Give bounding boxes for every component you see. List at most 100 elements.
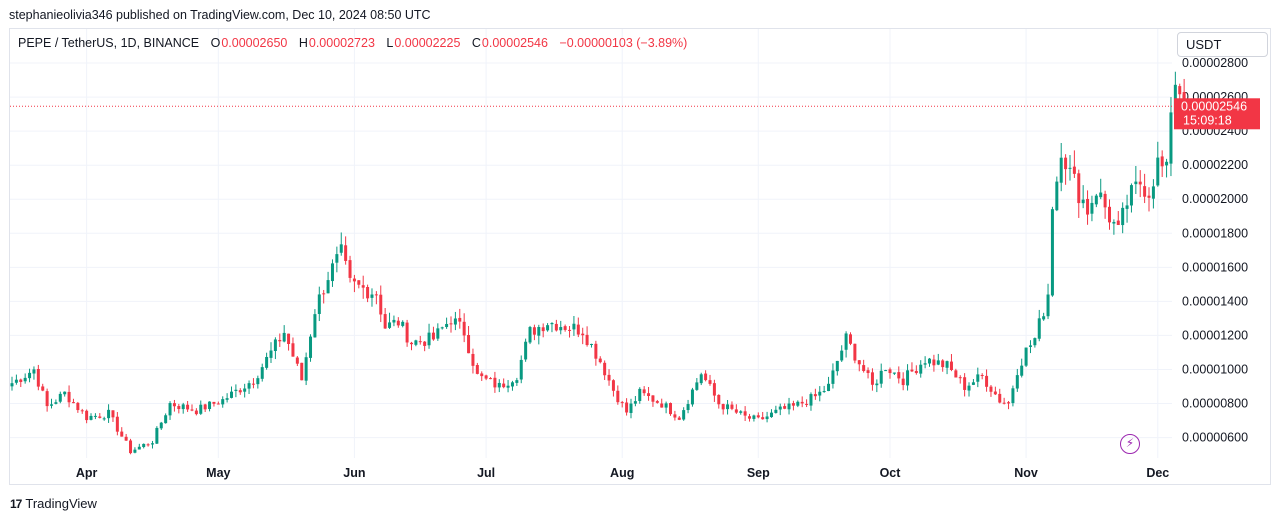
candle-body — [142, 443, 146, 448]
candle-body — [273, 339, 277, 352]
candle — [857, 360, 861, 372]
candle-body — [221, 399, 225, 405]
candle-body — [783, 406, 787, 409]
candle — [585, 326, 589, 347]
candle — [80, 408, 84, 414]
candle — [19, 378, 23, 388]
candle-body — [532, 327, 536, 335]
candle — [756, 412, 760, 419]
candle-body — [401, 321, 405, 326]
candle — [598, 356, 602, 364]
tradingview-logo[interactable]: 17 TradingView — [10, 496, 97, 511]
candle-body — [344, 245, 348, 261]
legend-open-label: O — [210, 36, 221, 50]
candle-body — [287, 333, 291, 344]
candle-body — [774, 409, 778, 413]
candle — [1042, 312, 1046, 321]
candle-body — [669, 403, 672, 415]
candle — [287, 333, 291, 351]
candle — [809, 392, 813, 411]
candle-body — [212, 401, 216, 404]
candle — [765, 411, 769, 423]
candle — [546, 323, 550, 332]
candle-body — [954, 370, 958, 378]
candle — [629, 398, 633, 419]
candle — [1125, 194, 1129, 223]
candle — [805, 399, 809, 408]
candle-body — [598, 358, 602, 363]
candle — [761, 411, 765, 420]
candle — [392, 315, 396, 327]
candle-body — [445, 323, 449, 328]
candle — [607, 369, 611, 386]
candle — [914, 365, 918, 375]
candle — [107, 404, 111, 423]
candle — [690, 387, 694, 407]
candle-body — [269, 350, 273, 358]
candle-body — [10, 383, 14, 387]
candle — [54, 399, 58, 405]
candle-body — [1024, 347, 1028, 366]
y-tick-label: 0.00002200 — [1182, 158, 1248, 172]
candle — [313, 309, 317, 338]
candle — [1081, 185, 1085, 209]
candle — [102, 416, 106, 421]
candle — [357, 280, 361, 289]
candle-body — [330, 263, 334, 282]
x-tick-label: May — [206, 466, 230, 480]
candle-body — [1125, 205, 1129, 209]
candle-body — [129, 440, 133, 454]
candle — [1147, 187, 1151, 212]
legend-close-label: C — [471, 36, 481, 50]
candle — [976, 367, 980, 388]
candle-body — [497, 382, 501, 388]
candle-body — [796, 401, 800, 406]
lightning-bolt-icon[interactable]: ⚡ — [1120, 434, 1140, 454]
candle-body — [85, 410, 89, 421]
candle — [50, 398, 54, 409]
candle-body — [673, 414, 677, 418]
candle — [563, 324, 567, 332]
candle-body — [309, 336, 313, 358]
candle-body — [524, 341, 528, 360]
candle-body — [102, 418, 106, 420]
candle — [848, 332, 852, 346]
candle-body — [1147, 195, 1151, 198]
candle — [497, 379, 501, 393]
candle — [462, 313, 466, 343]
candle-body — [721, 404, 725, 410]
candle-body — [1055, 181, 1059, 211]
candle-body — [155, 427, 159, 444]
candle-body — [480, 373, 484, 377]
candle — [405, 319, 409, 347]
candle — [695, 378, 699, 391]
candle-body — [89, 415, 93, 420]
candle — [1011, 385, 1015, 407]
candle — [1103, 190, 1107, 219]
candle-body — [897, 372, 901, 379]
candle — [778, 403, 782, 416]
x-tick-label: Aug — [610, 466, 634, 480]
candle-body — [493, 377, 497, 388]
candle-body — [752, 415, 756, 419]
candle-body — [853, 343, 857, 361]
candle-body — [589, 343, 593, 345]
candle-body — [906, 370, 910, 386]
candle-body — [743, 411, 747, 416]
candle — [194, 408, 198, 416]
candle — [388, 312, 392, 329]
candle-body — [278, 339, 282, 342]
candle — [928, 357, 932, 367]
candle-body — [282, 332, 286, 342]
candle-body — [1169, 112, 1173, 164]
candle — [326, 271, 330, 294]
candle — [164, 413, 168, 424]
candle-body — [322, 293, 326, 295]
candle — [1151, 179, 1155, 209]
y-tick-label: 0.00001000 — [1182, 362, 1248, 376]
candle-body — [1033, 338, 1037, 346]
candle — [1138, 170, 1142, 198]
candle-body — [690, 389, 694, 405]
currency-selector-button[interactable]: USDT — [1177, 32, 1268, 57]
